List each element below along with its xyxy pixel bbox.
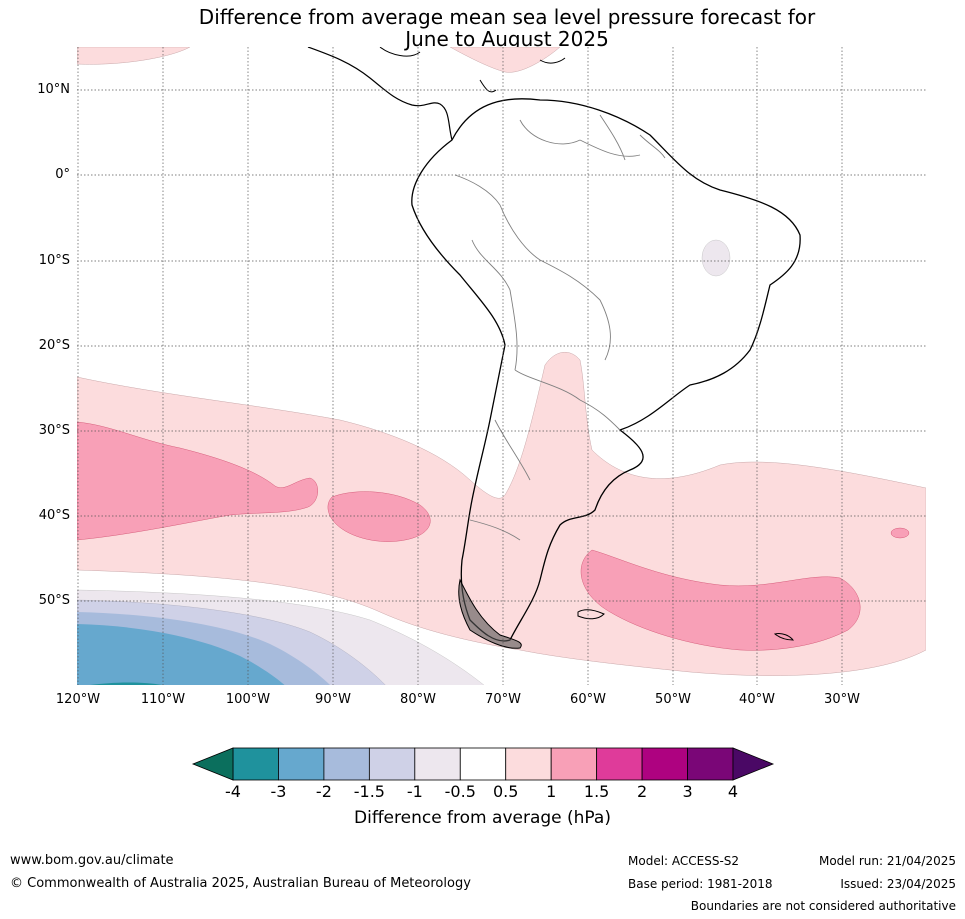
colorbar-tick-label: 4 [727, 782, 739, 801]
footer-base-period: Base period: 1981-2018 [628, 877, 773, 891]
central-america-outline [307, 47, 453, 141]
colorbar-tick-label: -1.5 [353, 782, 385, 801]
lon-label-110w: 110°W [140, 692, 186, 707]
anomaly-region-pos-1-mid [327, 491, 431, 542]
colorbar-tick-label: 3 [682, 782, 693, 801]
map-title-line2: June to August 2025 [405, 27, 609, 51]
lon-label-30w: 30°W [824, 692, 860, 707]
colorbar-under-arrow [191, 747, 234, 781]
anomaly-region-pos-1-west [77, 421, 318, 541]
footer-url[interactable]: www.bom.gov.au/climate [10, 853, 174, 868]
lat-label-20s: 20°S [38, 338, 70, 353]
south-georgia [773, 633, 795, 641]
graticule [77, 47, 926, 685]
falkland-islands [577, 609, 605, 620]
lat-label-30s: 30°S [38, 423, 70, 438]
colorbar-tick-label: 1 [546, 782, 557, 801]
colorbar-segment [232, 747, 279, 781]
lon-label-60w: 60°W [570, 692, 606, 707]
colorbar-segment [414, 747, 461, 781]
colorbar-segment [323, 747, 370, 781]
anomaly-region-pos-05-caribbean [449, 47, 561, 73]
colorbar-over-arrow [732, 747, 775, 781]
anomaly-region-neg-3 [90, 682, 163, 685]
lon-label-40w: 40°W [739, 692, 775, 707]
colorbar-label: Difference from average (hPa) [354, 808, 611, 828]
colorbar-tick-label: -0.5 [444, 782, 476, 801]
colorbar-segment [278, 747, 325, 781]
caribbean-outline [379, 47, 566, 93]
anomaly-region-neg-05-brazil [701, 239, 731, 277]
colorbar-tick-label: 0.5 [492, 782, 519, 801]
lon-label-100w: 100°W [225, 692, 271, 707]
colorbar-segment [368, 747, 416, 781]
colorbar [191, 747, 775, 781]
footer-copyright: © Commonwealth of Australia 2025, Austra… [10, 876, 471, 891]
lat-label-0: 0° [55, 167, 70, 182]
colorbar-tick-label: -2 [315, 782, 332, 801]
colorbar-tick-label: 2 [636, 782, 648, 801]
footer-model-run: Model run: 21/04/2025 [818, 854, 956, 868]
lon-label-50w: 50°W [655, 692, 691, 707]
lon-label-70w: 70°W [485, 692, 521, 707]
anomaly-region-pos-1-east [580, 549, 861, 651]
colorbar-tick-label: 1.5 [583, 782, 610, 801]
colorbar-segment [505, 747, 552, 781]
anomaly-region-pos-05-top [77, 47, 191, 65]
colorbar-segment [687, 747, 734, 781]
colorbar-segment [459, 747, 507, 781]
lon-label-80w: 80°W [400, 692, 436, 707]
colorbar-tick-label: -1 [406, 782, 423, 801]
colorbar-segment [550, 747, 598, 781]
colorbar-segment [596, 747, 643, 781]
anomaly-region-neg-2 [77, 624, 285, 685]
lon-label-90w: 90°W [315, 692, 351, 707]
lat-label-10n: 10°N [37, 82, 70, 97]
country-borders [454, 114, 666, 541]
footer-model: Model: ACCESS-S2 [628, 854, 740, 868]
map-title-line1: Difference from average mean sea level p… [198, 5, 816, 29]
lon-label-120w: 120°W [55, 692, 101, 707]
lat-label-50s: 50°S [38, 593, 70, 608]
colorbar-tick-label: -4 [225, 782, 241, 801]
south-america-outline [411, 98, 801, 642]
anomaly-region-pos-1-small [890, 527, 910, 539]
lat-label-40s: 40°S [38, 508, 70, 523]
footer-issued: Issued: 23/04/2025 [840, 877, 956, 891]
tierra-del-fuego [458, 578, 522, 649]
lat-label-10s: 10°S [38, 253, 70, 268]
footer-disclaimer: Boundaries are not considered authoritat… [690, 899, 956, 913]
colorbar-tick-label: -3 [270, 782, 287, 801]
colorbar-segment [641, 747, 688, 781]
